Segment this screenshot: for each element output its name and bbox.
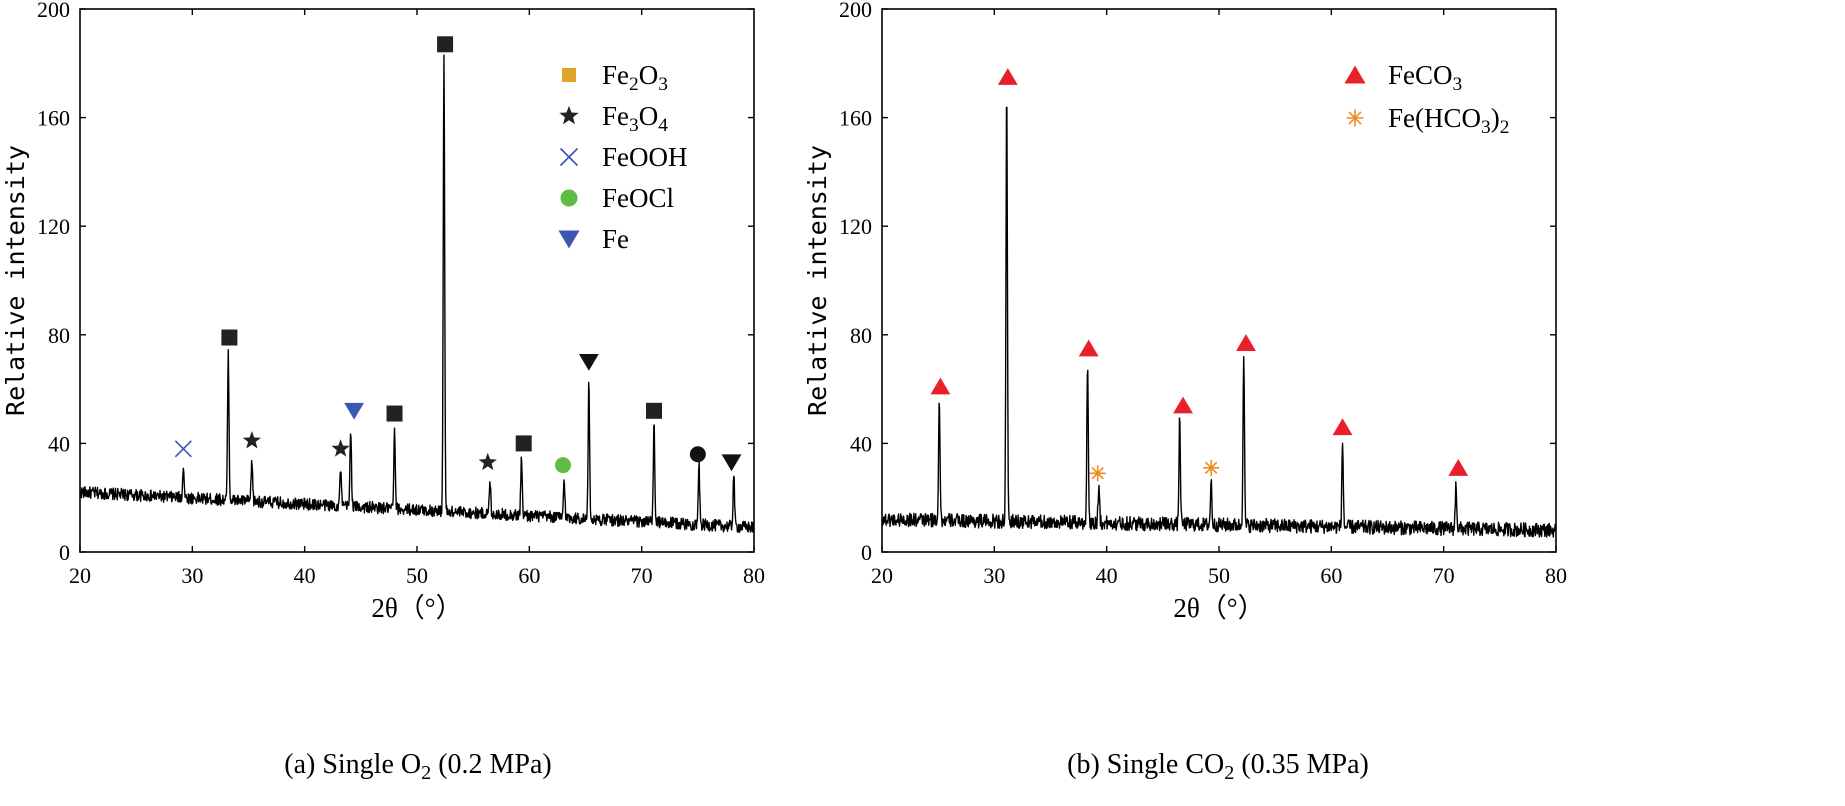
legend-label: FeOCl [602,183,674,213]
peak-marker-star [242,431,261,449]
peak-marker-triangle-up [1078,339,1099,357]
y-tick-label: 160 [839,106,872,131]
legend-symbol-triangle-up [1344,65,1366,84]
x-axis-label: 2θ（°） [371,593,462,623]
peak-marker-asterisk [1089,465,1106,482]
legend-symbol-star [559,105,579,125]
y-axis-label: Relative intensity [803,145,832,416]
x-tick-label: 80 [1545,563,1567,588]
y-tick-label: 40 [850,431,872,456]
panel-caption: (b) Single CO2 (0.35 MPa) [1067,749,1369,784]
peak-marker-square [515,435,532,452]
y-tick-label: 80 [850,323,872,348]
legend-label: Fe3O4 [602,101,668,136]
x-tick-label: 60 [518,563,540,588]
legend-symbol-circle [560,189,578,207]
legend-label: FeOOH [602,142,688,172]
legend-label: Fe2O3 [602,60,668,95]
panel-a: 20 30 40 50 60 70 80 0 40 80 120 160 200 2θ（°） Relativ… [1,0,765,784]
panel-caption: (a) Single O2 (0.2 MPa) [284,749,551,784]
legend-symbol-triangle-down [558,230,580,249]
y-axis-label: Relative intensity [1,145,30,416]
peak-marker-triangle-up [1448,459,1469,476]
peak-marker-square [437,36,454,53]
legend-label: Fe [602,224,629,254]
peak-marker-star [478,452,497,471]
x-tick-label: 50 [406,563,428,588]
peak-marker-triangle-up [930,377,951,395]
peak-marker-triangle-down [721,454,742,472]
x-tick-label: 80 [743,563,765,588]
xrd-spectrum-line [881,106,1557,538]
x-tick-label: 50 [1208,563,1230,588]
legend-symbol-cross [559,147,579,167]
legend: FeCO3 Fe(HCO3)2 [1344,60,1509,138]
peak-marker-triangle-down [344,402,365,420]
y-tick-label: 40 [48,431,70,456]
peak-marker-asterisk [1203,459,1220,476]
peak-marker-triangle-up [997,68,1018,85]
peak-marker-triangle-up [1332,418,1353,436]
peak-marker-star [331,439,350,457]
peak-marker-square [646,402,663,419]
peak-marker-triangle-down [578,353,599,371]
y-tick-label: 200 [839,0,872,22]
x-tick-label: 30 [181,563,203,588]
y-tick-label: 200 [37,0,70,22]
legend-label: FeCO3 [1388,60,1462,95]
y-tick-label: 0 [861,540,872,565]
y-tick-label: 80 [48,323,70,348]
legend-label: Fe(HCO3)2 [1388,103,1509,138]
x-tick-label: 60 [1320,563,1342,588]
legend-symbol-asterisk [1346,109,1364,127]
x-tick-label: 30 [983,563,1005,588]
x-tick-label: 20 [69,563,91,588]
y-tick-label: 0 [59,540,70,565]
y-tick-label: 160 [37,106,70,131]
legend-symbol-square [562,68,576,82]
x-axis-label: 2θ（°） [1173,593,1264,623]
panel-b: 20 30 40 50 60 70 80 0 40 80 120 160 200 2θ（°） Relativ… [803,0,1567,784]
peak-marker-circle [689,446,706,463]
x-tick-label: 70 [631,563,653,588]
x-tick-label: 70 [1433,563,1455,588]
xrd-spectrum-line [79,54,755,533]
x-tick-label: 40 [294,563,316,588]
peak-marker-circle [555,457,572,474]
x-tick-label: 20 [871,563,893,588]
peak-marker-square [386,405,403,422]
peak-marker-square [221,329,238,346]
peak-marker-triangle-up [1236,334,1256,351]
y-tick-label: 120 [839,214,872,239]
y-tick-label: 120 [37,214,70,239]
peak-marker-cross [174,440,192,458]
legend: Fe2O3 Fe3O4 FeOOH FeOCl Fe [558,60,688,254]
x-tick-label: 40 [1096,563,1118,588]
peak-marker-triangle-up [1173,396,1193,414]
